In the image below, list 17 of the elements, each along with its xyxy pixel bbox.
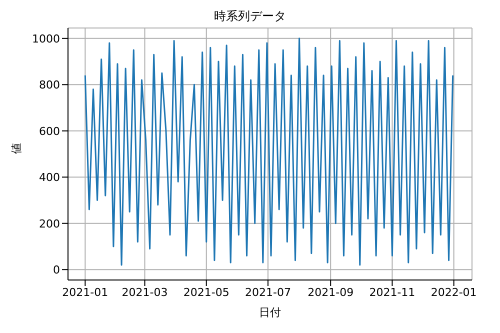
y-axis-title: 値 [10, 143, 23, 154]
x-tick-label: 2021-11 [369, 286, 416, 299]
x-tick-label: 2022-01 [430, 286, 477, 299]
x-tick-label: 2021-01 [62, 286, 108, 299]
y-tick-label: 1000 [32, 32, 60, 46]
line-series [84, 38, 454, 266]
y-tick-label: 600 [39, 124, 60, 138]
x-tick-label: 2021-03 [122, 286, 168, 299]
x-tick-label: 2021-05 [183, 286, 230, 299]
y-tick-label: 200 [39, 217, 60, 230]
y-tick-label: 0 [53, 264, 60, 276]
chart-title: 時系列データ [213, 8, 287, 24]
x-axis-title: 日付 [259, 306, 281, 319]
y-tick-label: 800 [39, 78, 60, 92]
y-tick-label: 400 [39, 171, 60, 184]
x-tick-label: 2021-07 [244, 286, 291, 299]
x-tick-label: 2021-09 [308, 286, 354, 299]
